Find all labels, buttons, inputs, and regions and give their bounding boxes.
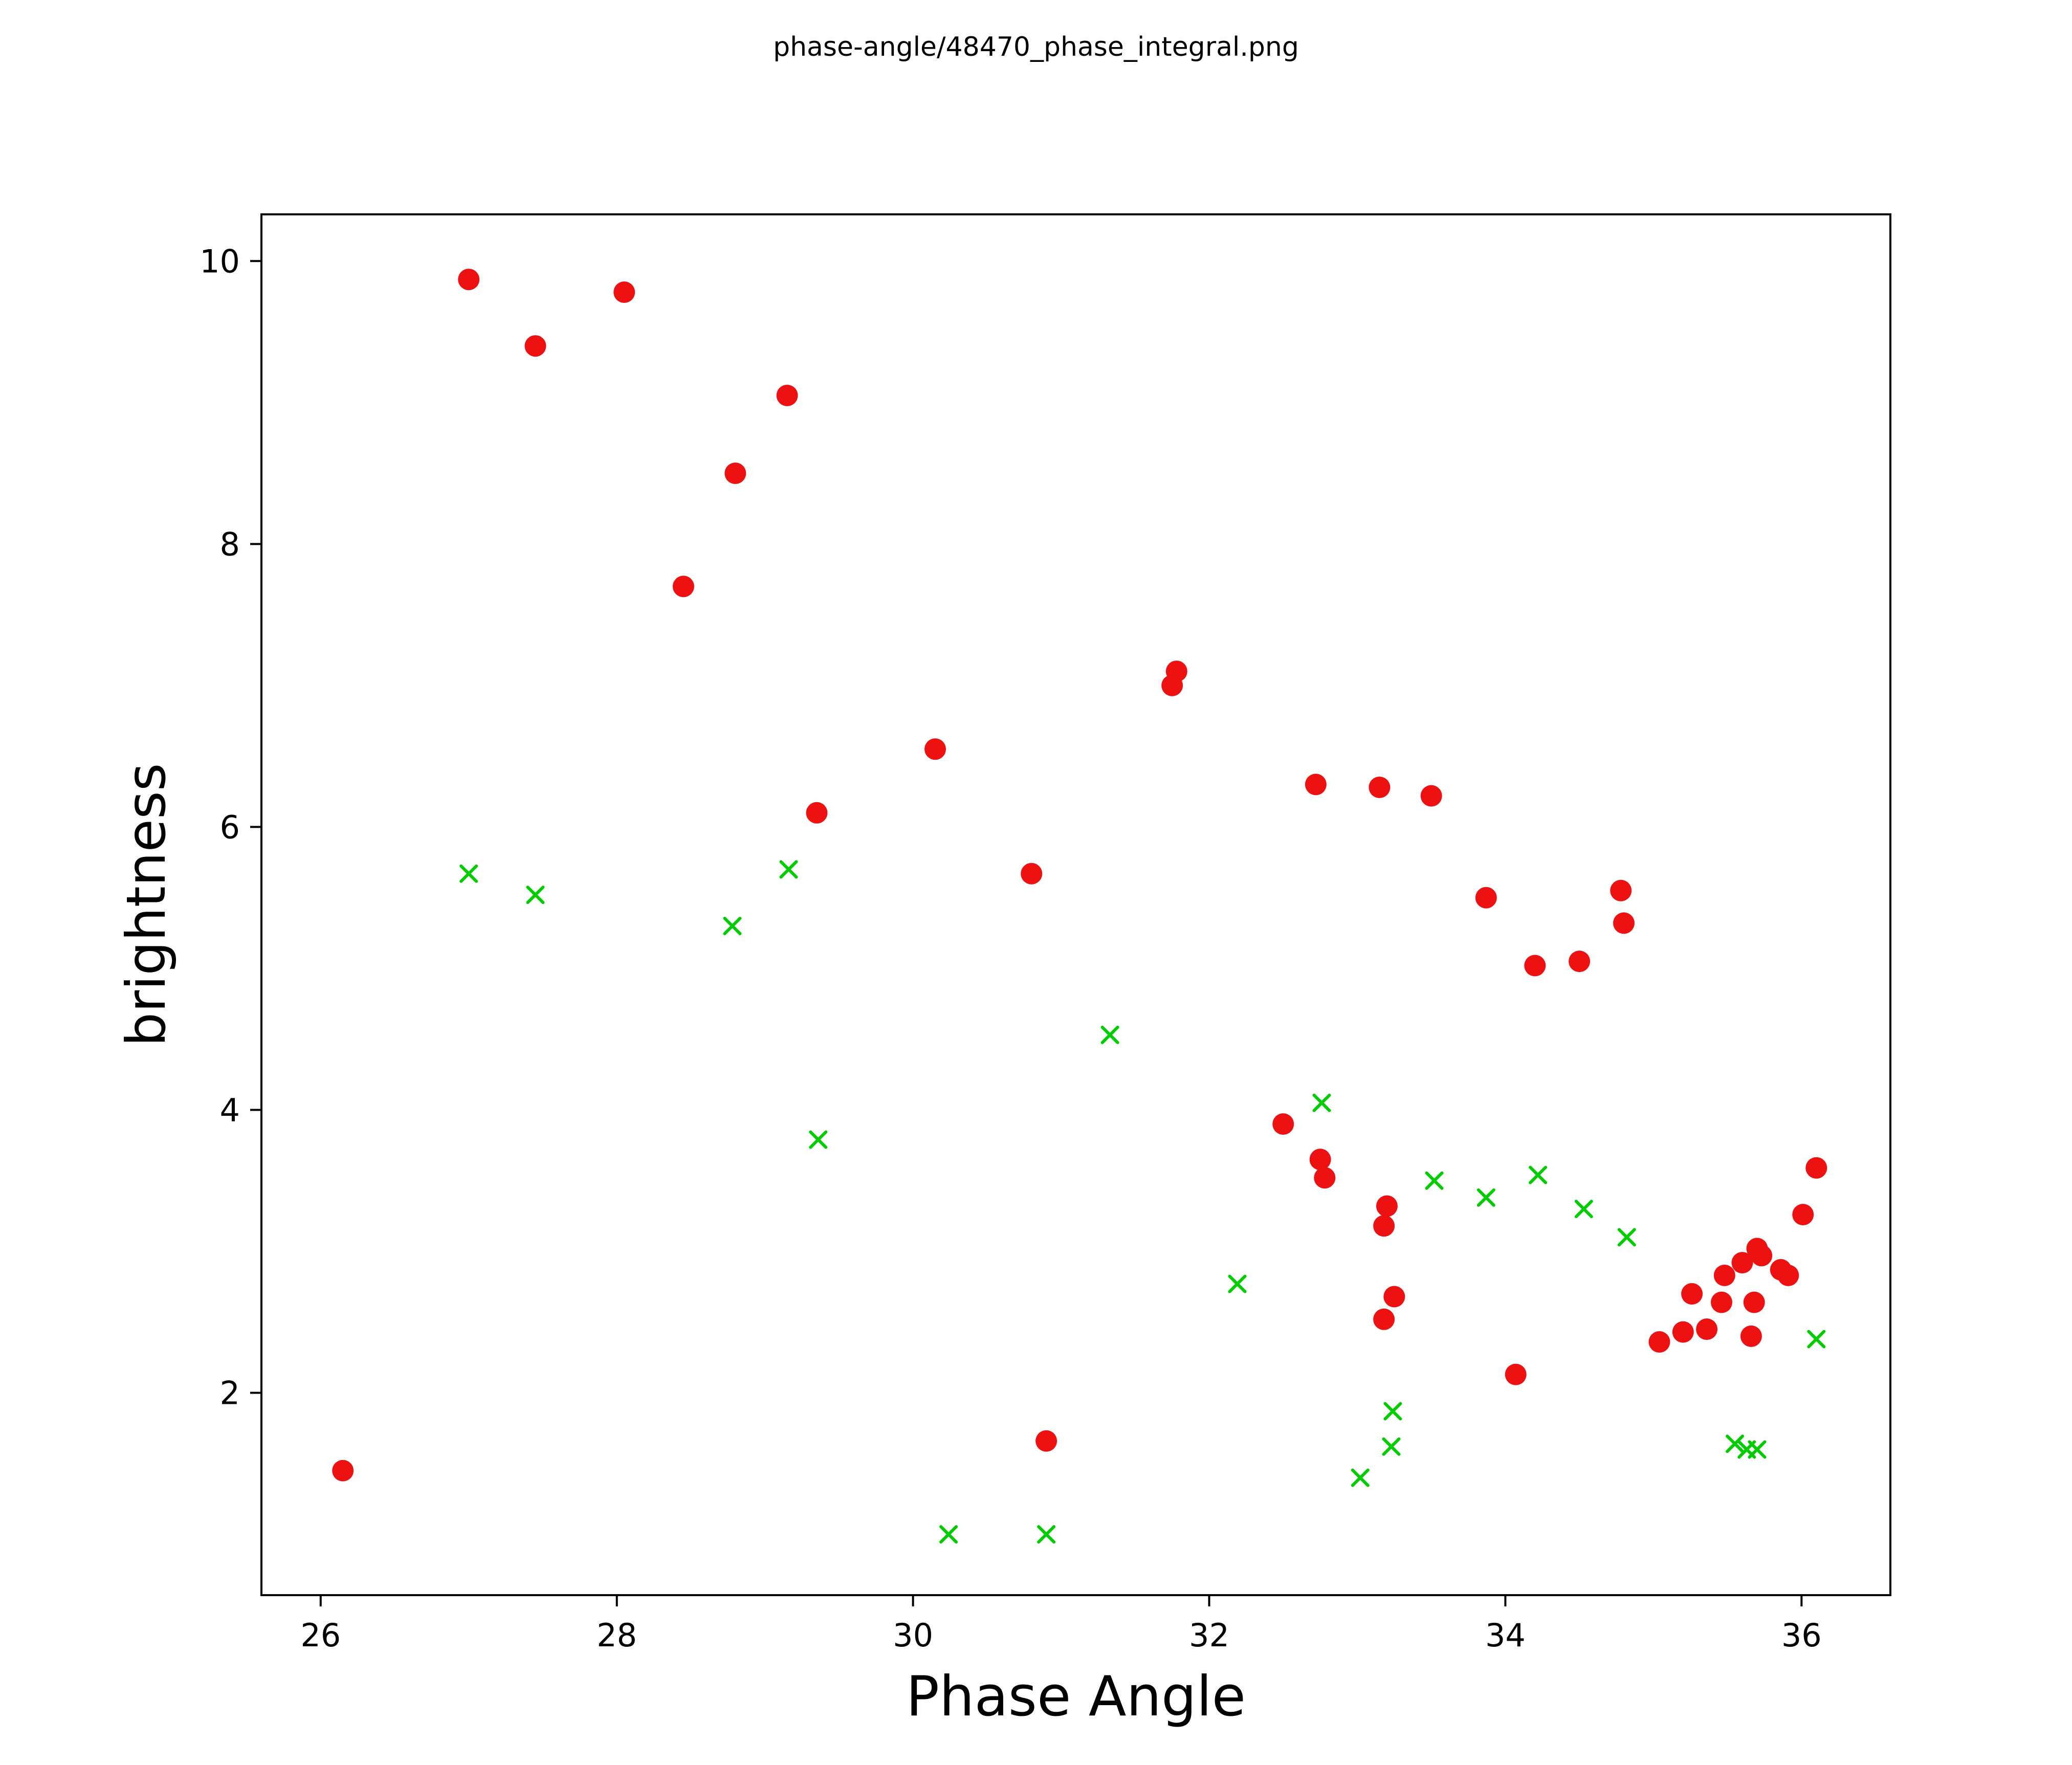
y-axis-label: brightness <box>115 763 178 1047</box>
data-point-x <box>1748 1440 1767 1459</box>
data-point-circle <box>1610 879 1632 901</box>
x-axis-label: Phase Angle <box>906 1665 1246 1729</box>
data-point-x <box>459 864 478 883</box>
data-point-circle <box>1309 1149 1331 1171</box>
data-point-circle <box>806 802 828 824</box>
data-point-circle <box>1743 1291 1765 1313</box>
data-point-circle <box>1165 660 1187 682</box>
data-point-x <box>1476 1188 1495 1207</box>
x-tick-label: 36 <box>1781 1617 1822 1654</box>
data-point-x <box>1100 1025 1119 1044</box>
chart-title: phase-angle/48470_phase_integral.png <box>773 32 1299 62</box>
data-point-x <box>1617 1228 1636 1247</box>
data-point-x <box>1228 1274 1247 1293</box>
data-point-circle <box>1383 1286 1405 1308</box>
data-point-x <box>1425 1171 1444 1190</box>
data-point-x <box>1312 1093 1331 1112</box>
data-point-circle <box>458 269 480 291</box>
data-point-circle <box>1475 887 1497 909</box>
data-point-circle <box>1272 1113 1294 1135</box>
data-point-circle <box>776 385 798 406</box>
y-tick-label: 6 <box>220 808 240 846</box>
data-point-circle <box>1305 774 1327 796</box>
data-point-x <box>526 886 545 904</box>
data-point-circle <box>672 576 694 598</box>
data-point-circle <box>1369 777 1391 798</box>
data-point-circle <box>1569 951 1591 973</box>
data-point-circle <box>724 462 746 484</box>
data-point-x <box>939 1525 958 1544</box>
data-point-circle <box>1524 955 1546 977</box>
data-point-circle <box>1731 1252 1753 1274</box>
x-tick-label: 26 <box>300 1617 341 1654</box>
data-point-circle <box>1696 1318 1718 1340</box>
data-point-circle <box>1376 1195 1398 1217</box>
x-tick-label: 30 <box>893 1617 933 1654</box>
data-point-circle <box>332 1460 354 1482</box>
data-point-x <box>1382 1437 1401 1456</box>
data-point-x <box>1037 1525 1056 1544</box>
x-tick-label: 32 <box>1189 1617 1229 1654</box>
data-point-circle <box>1035 1430 1057 1452</box>
data-point-circle <box>1713 1265 1735 1286</box>
data-point-x <box>1807 1330 1826 1349</box>
data-point-circle <box>1373 1308 1395 1330</box>
data-point-circle <box>924 738 946 760</box>
data-point-x <box>1351 1468 1370 1487</box>
data-point-circle <box>1792 1204 1814 1226</box>
data-point-circle <box>1740 1325 1762 1347</box>
data-point-x <box>1726 1435 1745 1453</box>
data-point-x <box>1574 1200 1593 1219</box>
data-point-circle <box>1648 1331 1670 1353</box>
data-point-circle <box>1672 1321 1694 1343</box>
data-point-circle <box>1314 1167 1336 1189</box>
plot-border <box>260 213 1891 1596</box>
y-tick-label: 10 <box>200 242 240 280</box>
data-point-circle <box>1751 1245 1773 1267</box>
data-point-x <box>1383 1402 1402 1421</box>
data-point-circle <box>1711 1291 1732 1313</box>
data-point-circle <box>1021 863 1043 885</box>
data-point-circle <box>1613 912 1635 934</box>
x-tick-label: 34 <box>1485 1617 1526 1654</box>
data-point-circle <box>1805 1157 1827 1179</box>
y-tick-label: 2 <box>220 1375 240 1412</box>
data-point-x <box>779 860 798 879</box>
data-point-circle <box>1777 1265 1799 1286</box>
y-tick-label: 4 <box>220 1091 240 1129</box>
data-point-x <box>1529 1165 1548 1184</box>
data-point-circle <box>613 281 635 303</box>
data-point-x <box>723 917 742 935</box>
y-tick-label: 8 <box>220 525 240 563</box>
data-point-circle <box>1681 1283 1703 1305</box>
data-point-circle <box>524 335 546 357</box>
data-point-circle <box>1505 1363 1527 1385</box>
data-point-circle <box>1420 785 1442 807</box>
data-point-x <box>809 1130 828 1149</box>
data-point-circle <box>1373 1215 1395 1237</box>
x-tick-label: 28 <box>597 1617 637 1654</box>
